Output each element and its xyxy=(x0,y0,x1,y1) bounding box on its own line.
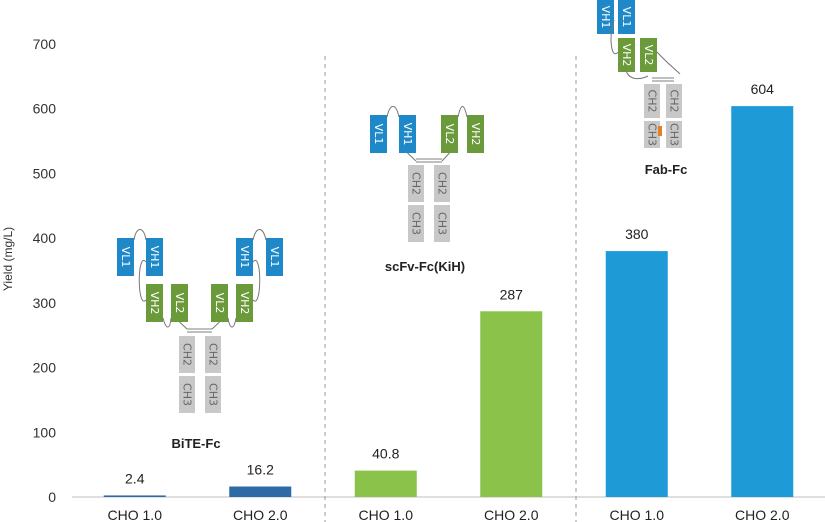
bar-data-label: 2.4 xyxy=(125,470,145,486)
bite-fc-diagram: CH2 CH3 CH2 CH3 VL1 VH1 VH2 VL2 VH1 VL1 … xyxy=(117,229,283,413)
bar xyxy=(229,486,292,497)
vh2-domain xyxy=(618,38,635,72)
y-tick-label: 300 xyxy=(33,295,57,311)
vl1-domain xyxy=(266,238,283,276)
vh1-label: VH1 xyxy=(148,246,161,269)
ch3-label: CH3 xyxy=(668,123,681,146)
vh1-domain xyxy=(399,115,416,153)
ch3-label: CH3 xyxy=(410,212,423,235)
vl1-label: VL1 xyxy=(620,7,633,28)
ch2-label: CH2 xyxy=(646,90,659,113)
ch2-domain xyxy=(179,336,195,373)
vl1-domain xyxy=(117,238,134,276)
ch2-domain xyxy=(205,336,221,373)
vl2-label: VL2 xyxy=(173,293,186,314)
bar-data-label: 604 xyxy=(751,81,775,97)
ch3-label: CH3 xyxy=(646,123,659,146)
vl2-domain xyxy=(211,284,228,322)
scfv-fc-group-name: scFv-Fc(KiH) xyxy=(385,259,465,274)
vl1-domain xyxy=(618,0,635,34)
y-axis-label: Yield (mg/L) xyxy=(1,227,15,291)
vh1-domain xyxy=(597,0,614,34)
vl2-label: VL2 xyxy=(443,124,456,145)
bars: 2.4 16.2 40.8 287 380 604 xyxy=(103,81,794,497)
vh1-domain xyxy=(146,238,163,276)
ch2-domain xyxy=(434,165,450,202)
ch3-label: CH3 xyxy=(207,383,220,406)
bar-data-label: 380 xyxy=(625,226,649,242)
ch2-domain xyxy=(666,84,682,118)
vh2-label: VH2 xyxy=(238,292,251,315)
bar-data-label: 40.8 xyxy=(372,446,399,462)
ch2-label: CH2 xyxy=(668,90,681,113)
x-tick-label: CHO 1.0 xyxy=(108,507,163,522)
ch3-domain xyxy=(179,376,195,413)
y-tick-label: 700 xyxy=(33,36,57,52)
y-tick-label: 200 xyxy=(33,360,57,376)
group-separators xyxy=(324,56,577,522)
x-axis: CHO 1.0 CHO 2.0 CHO 1.0 CHO 2.0 CHO 1.0 CHO 2… xyxy=(72,496,825,522)
ch3-label: CH3 xyxy=(436,212,449,235)
y-tick-labels: 0 100 200 300 400 500 600 700 xyxy=(33,36,57,505)
bar xyxy=(354,470,417,497)
vl1-domain xyxy=(370,115,387,153)
ch2-domain xyxy=(644,84,660,118)
vh2-domain xyxy=(467,115,484,153)
y-tick-label: 400 xyxy=(33,230,57,246)
vh2-domain xyxy=(236,284,253,322)
knob-into-hole-marker xyxy=(658,126,662,136)
vh1-domain xyxy=(236,238,253,276)
bar xyxy=(480,311,543,497)
x-tick-label: CHO 1.0 xyxy=(610,507,665,522)
ch2-label: CH2 xyxy=(436,172,449,195)
scfv-fc-diagram: VL1 VH1 VL2 VH2 CH2 CH3 CH2 CH3 xyxy=(370,106,484,242)
vl2-domain xyxy=(640,38,657,72)
y-tick-label: 500 xyxy=(33,165,57,181)
vl2-label: VL2 xyxy=(213,293,226,314)
vh2-label: VH2 xyxy=(620,44,633,67)
ch2-domain xyxy=(408,165,424,202)
ch3-domain xyxy=(434,205,450,242)
x-tick-label: CHO 2.0 xyxy=(484,507,539,522)
bar xyxy=(605,251,668,497)
vl2-label: VL2 xyxy=(642,45,655,66)
vl1-label: VL1 xyxy=(119,247,132,268)
ch2-label: CH2 xyxy=(410,172,423,195)
vl1-label: VL1 xyxy=(268,247,281,268)
x-tick-label: CHO 2.0 xyxy=(735,507,790,522)
ch2-label: CH2 xyxy=(207,343,220,366)
ch3-domain xyxy=(205,376,221,413)
y-tick-label: 600 xyxy=(33,101,57,117)
ch2-label: CH2 xyxy=(181,343,194,366)
vh1-label: VH1 xyxy=(238,246,251,269)
ch3-domain xyxy=(666,121,682,148)
vh1-label: VH1 xyxy=(599,6,612,29)
x-tick-label: CHO 2.0 xyxy=(233,507,288,522)
vh1-label: VH1 xyxy=(401,123,414,146)
vh2-label: VH2 xyxy=(469,123,482,146)
ch3-label: CH3 xyxy=(181,383,194,406)
fab-fc-group-name: Fab-Fc xyxy=(645,162,688,177)
x-tick-label: CHO 1.0 xyxy=(359,507,414,522)
bar xyxy=(103,495,166,497)
bar-data-label: 287 xyxy=(500,286,524,302)
y-tick-label: 0 xyxy=(48,489,56,505)
vl2-domain xyxy=(441,115,458,153)
vl2-domain xyxy=(171,284,188,322)
ch3-domain xyxy=(644,121,660,148)
bar xyxy=(731,106,794,497)
fab-fc-diagram: VH1 VL1 VH2 VL2 CH2 CH3 CH2 CH3 xyxy=(597,0,682,148)
bite-fc-group-name: BiTE-Fc xyxy=(171,436,220,451)
vh2-label: VH2 xyxy=(148,292,161,315)
y-tick-label: 100 xyxy=(33,424,57,440)
vl1-label: VL1 xyxy=(372,124,385,145)
vh2-domain xyxy=(146,284,163,322)
ch3-domain xyxy=(408,205,424,242)
bar-data-label: 16.2 xyxy=(247,462,274,478)
